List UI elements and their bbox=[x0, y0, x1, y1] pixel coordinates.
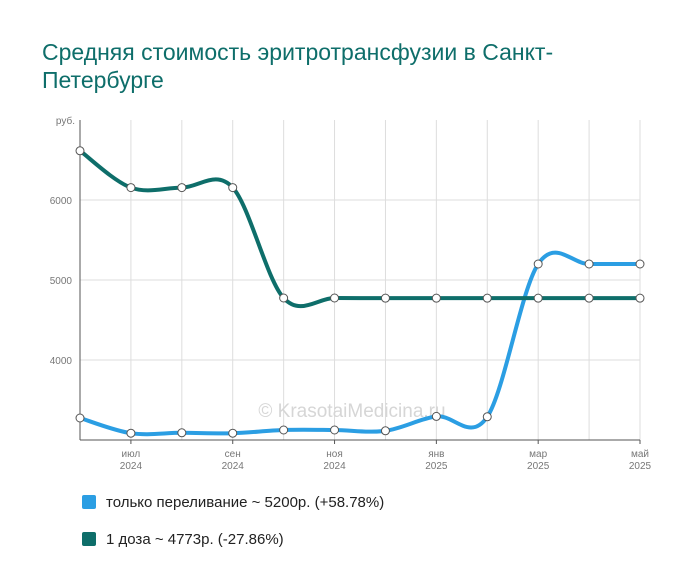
legend-label: только переливание ~ 5200р. (+58.78%) bbox=[106, 493, 385, 511]
y-tick-label: 5000 bbox=[50, 276, 73, 287]
data-point bbox=[635, 293, 645, 303]
data-point bbox=[279, 293, 289, 303]
data-point bbox=[126, 428, 136, 438]
x-tick-year: 2024 bbox=[222, 461, 245, 472]
x-tick-year: 2025 bbox=[527, 461, 550, 472]
data-point bbox=[635, 259, 645, 269]
data-point bbox=[228, 183, 238, 193]
grid-layer bbox=[79, 120, 641, 440]
x-tick-month: июл bbox=[122, 449, 141, 460]
axis-layer: 400050006000руб.июл2024сен2024ноя2024янв… bbox=[50, 115, 652, 472]
x-tick-month: янв bbox=[428, 449, 444, 460]
x-tick-month: сен bbox=[225, 449, 241, 460]
x-tick-year: 2024 bbox=[120, 461, 143, 472]
legend-swatch bbox=[82, 532, 96, 546]
chart-title: Средняя стоимость эритротрансфузии в Сан… bbox=[42, 39, 554, 93]
x-tick-month: ноя bbox=[326, 449, 343, 460]
data-point bbox=[482, 293, 492, 303]
series-0 bbox=[75, 250, 645, 438]
data-point bbox=[584, 259, 594, 269]
data-point bbox=[330, 293, 340, 303]
legend-item-transfusion[interactable]: только переливание ~ 5200р. (+58.78%) bbox=[82, 492, 384, 512]
watermark: © KrasotaiMedicina.ru bbox=[258, 401, 445, 422]
legend-item-one-dose[interactable]: 1 доза ~ 4773р. (-27.86%) bbox=[82, 529, 384, 549]
data-point bbox=[431, 411, 441, 421]
y-tick-label: 4000 bbox=[50, 356, 73, 367]
x-tick-month: май bbox=[631, 449, 649, 460]
x-tick-month: мар bbox=[529, 449, 547, 460]
data-point bbox=[330, 425, 340, 435]
data-point bbox=[380, 426, 390, 436]
series-1 bbox=[75, 146, 645, 309]
y-axis-unit: руб. bbox=[56, 115, 75, 127]
data-point bbox=[75, 413, 85, 423]
series-layer bbox=[75, 146, 645, 438]
x-tick-year: 2024 bbox=[323, 461, 346, 472]
legend-swatch bbox=[82, 495, 96, 509]
data-point bbox=[177, 428, 187, 438]
data-point bbox=[126, 183, 136, 193]
series-line bbox=[78, 148, 642, 309]
legend: только переливание ~ 5200р. (+58.78%) 1 … bbox=[82, 492, 384, 566]
data-point bbox=[177, 183, 187, 193]
data-point bbox=[533, 259, 543, 269]
x-tick-year: 2025 bbox=[425, 461, 448, 472]
data-point bbox=[279, 425, 289, 435]
legend-label: 1 доза ~ 4773р. (-27.86%) bbox=[106, 530, 284, 548]
x-tick-year: 2025 bbox=[629, 461, 652, 472]
data-point bbox=[75, 146, 85, 156]
y-tick-label: 6000 bbox=[50, 196, 73, 207]
data-point bbox=[380, 293, 390, 303]
data-point bbox=[431, 293, 441, 303]
data-point bbox=[228, 428, 238, 438]
data-point bbox=[482, 412, 492, 422]
data-point bbox=[584, 293, 594, 303]
data-point bbox=[533, 293, 543, 303]
